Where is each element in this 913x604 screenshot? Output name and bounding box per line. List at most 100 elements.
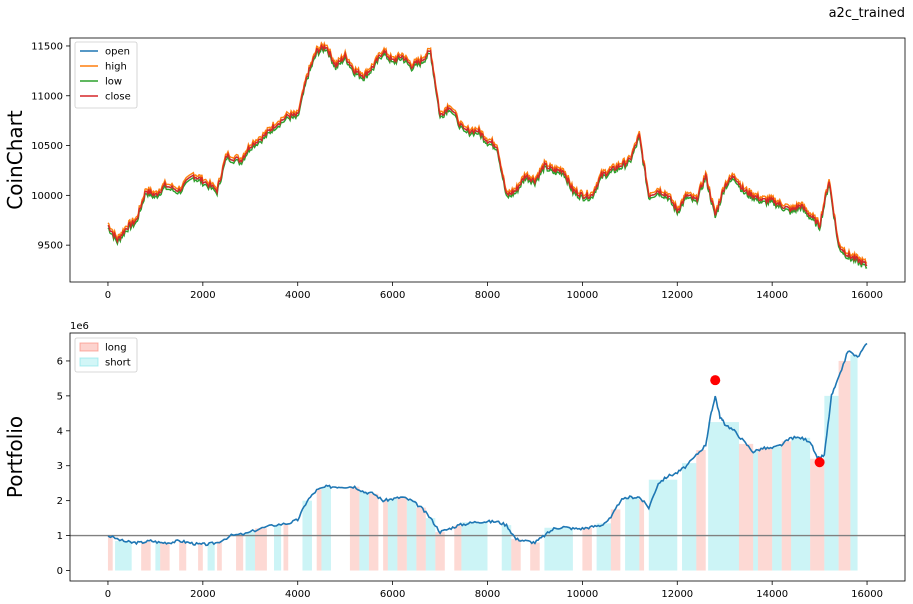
short-region — [501, 525, 512, 571]
y-tick-label: 10000 — [31, 191, 63, 202]
short-region — [425, 518, 436, 571]
short-region — [596, 523, 611, 571]
marker-point — [814, 457, 825, 468]
y-tick-label: 4 — [57, 426, 63, 437]
short-region — [207, 543, 215, 571]
portfolio-axes: 0 2000 4000 6000 8000 10000 12000 14000 16000 0 1 2… — [3, 321, 906, 600]
x-tick-label: 14000 — [756, 290, 788, 301]
long-region — [179, 541, 187, 571]
short-region — [387, 498, 398, 571]
short-region — [544, 527, 573, 571]
x-tick-label: 2000 — [190, 290, 215, 301]
long-region — [416, 507, 426, 571]
long-region — [316, 489, 322, 571]
x-tick-label: 12000 — [661, 589, 693, 600]
short-region — [155, 542, 161, 571]
legend-swatch-short — [79, 357, 99, 367]
short-region — [321, 486, 331, 571]
short-region — [648, 479, 678, 571]
long-region — [198, 544, 203, 571]
x-tick-label: 2000 — [190, 589, 215, 600]
x-tick-label: 10000 — [566, 589, 598, 600]
legend: open high low close — [74, 41, 138, 109]
x-tick-label: 12000 — [661, 290, 693, 301]
y-tick-label: 0 — [57, 566, 63, 577]
long-region — [781, 441, 792, 571]
long-region — [397, 497, 407, 571]
y-offset-label: 1e6 — [70, 321, 89, 332]
series-line-high — [107, 41, 868, 264]
x-tick-label: 16000 — [851, 589, 883, 600]
x-tick-label: 0 — [105, 589, 111, 600]
legend-label-long: long — [105, 343, 127, 354]
short-region — [274, 524, 282, 571]
x-tick-label: 14000 — [756, 589, 788, 600]
y-tick-label: 6 — [57, 356, 63, 367]
long-region — [236, 534, 244, 571]
x-tick-label: 0 — [105, 290, 111, 301]
legend-label-close: close — [105, 92, 131, 103]
short-region — [625, 497, 640, 571]
long-region — [435, 532, 445, 571]
x-tick-label: 4000 — [285, 290, 310, 301]
long-region — [582, 527, 592, 571]
axes-frame — [69, 37, 906, 283]
long-region — [368, 493, 379, 571]
short-region — [850, 354, 858, 571]
series-line-low — [107, 46, 868, 269]
long-region — [255, 528, 267, 571]
axes-frame — [69, 332, 906, 582]
legend-label-low: low — [105, 77, 122, 88]
y-tick-label: 5 — [57, 391, 63, 402]
long-region — [511, 539, 521, 571]
x-tick-label: 6000 — [380, 290, 405, 301]
long-region — [283, 523, 289, 571]
short-region — [824, 395, 839, 571]
legend-label-open: open — [105, 47, 130, 58]
legend-label-short: short — [105, 358, 131, 369]
short-region — [682, 463, 697, 571]
portfolio-line — [107, 342, 868, 547]
coin-chart-axes: 0 2000 4000 6000 8000 10000 12000 14000 16000 950… — [3, 37, 906, 301]
series-line-close — [107, 43, 868, 267]
y-tick-label: 10500 — [31, 141, 63, 152]
long-region — [141, 541, 151, 571]
y-tick-label: 2 — [57, 496, 63, 507]
x-tick-label: 8000 — [475, 290, 500, 301]
long-region — [838, 360, 851, 571]
long-region — [107, 536, 113, 571]
long-region — [217, 541, 222, 571]
legend-swatch-long — [79, 342, 99, 352]
y-tick-label: 1 — [57, 531, 63, 542]
short-region — [791, 437, 811, 571]
legend: long short — [74, 337, 138, 373]
y-tick-label: 9500 — [38, 241, 63, 252]
y-tick-label: 11000 — [31, 91, 63, 102]
short-region — [753, 450, 758, 571]
x-tick-label: 16000 — [851, 290, 883, 301]
short-region — [772, 446, 782, 571]
long-region — [349, 486, 360, 571]
x-tick-label: 10000 — [566, 290, 598, 301]
long-region — [757, 448, 773, 571]
long-region — [530, 542, 540, 571]
long-region — [454, 525, 462, 571]
y-tick-label: 3 — [57, 461, 63, 472]
x-tick-label: 6000 — [380, 589, 405, 600]
long-region — [810, 458, 825, 571]
long-region — [610, 509, 621, 571]
legend-label-high: high — [105, 62, 127, 73]
short-region — [245, 532, 256, 571]
y-axis-label: CoinChart — [3, 110, 27, 210]
short-region — [115, 541, 132, 571]
x-tick-label: 8000 — [475, 589, 500, 600]
short-region — [461, 522, 488, 571]
figure-suptitle: a2c_trained — [828, 6, 905, 21]
short-region — [708, 422, 739, 571]
series-line-open — [107, 43, 868, 267]
y-tick-label: 11500 — [31, 41, 63, 52]
x-tick-label: 4000 — [285, 589, 310, 600]
short-region — [359, 491, 369, 571]
long-region — [738, 443, 754, 571]
